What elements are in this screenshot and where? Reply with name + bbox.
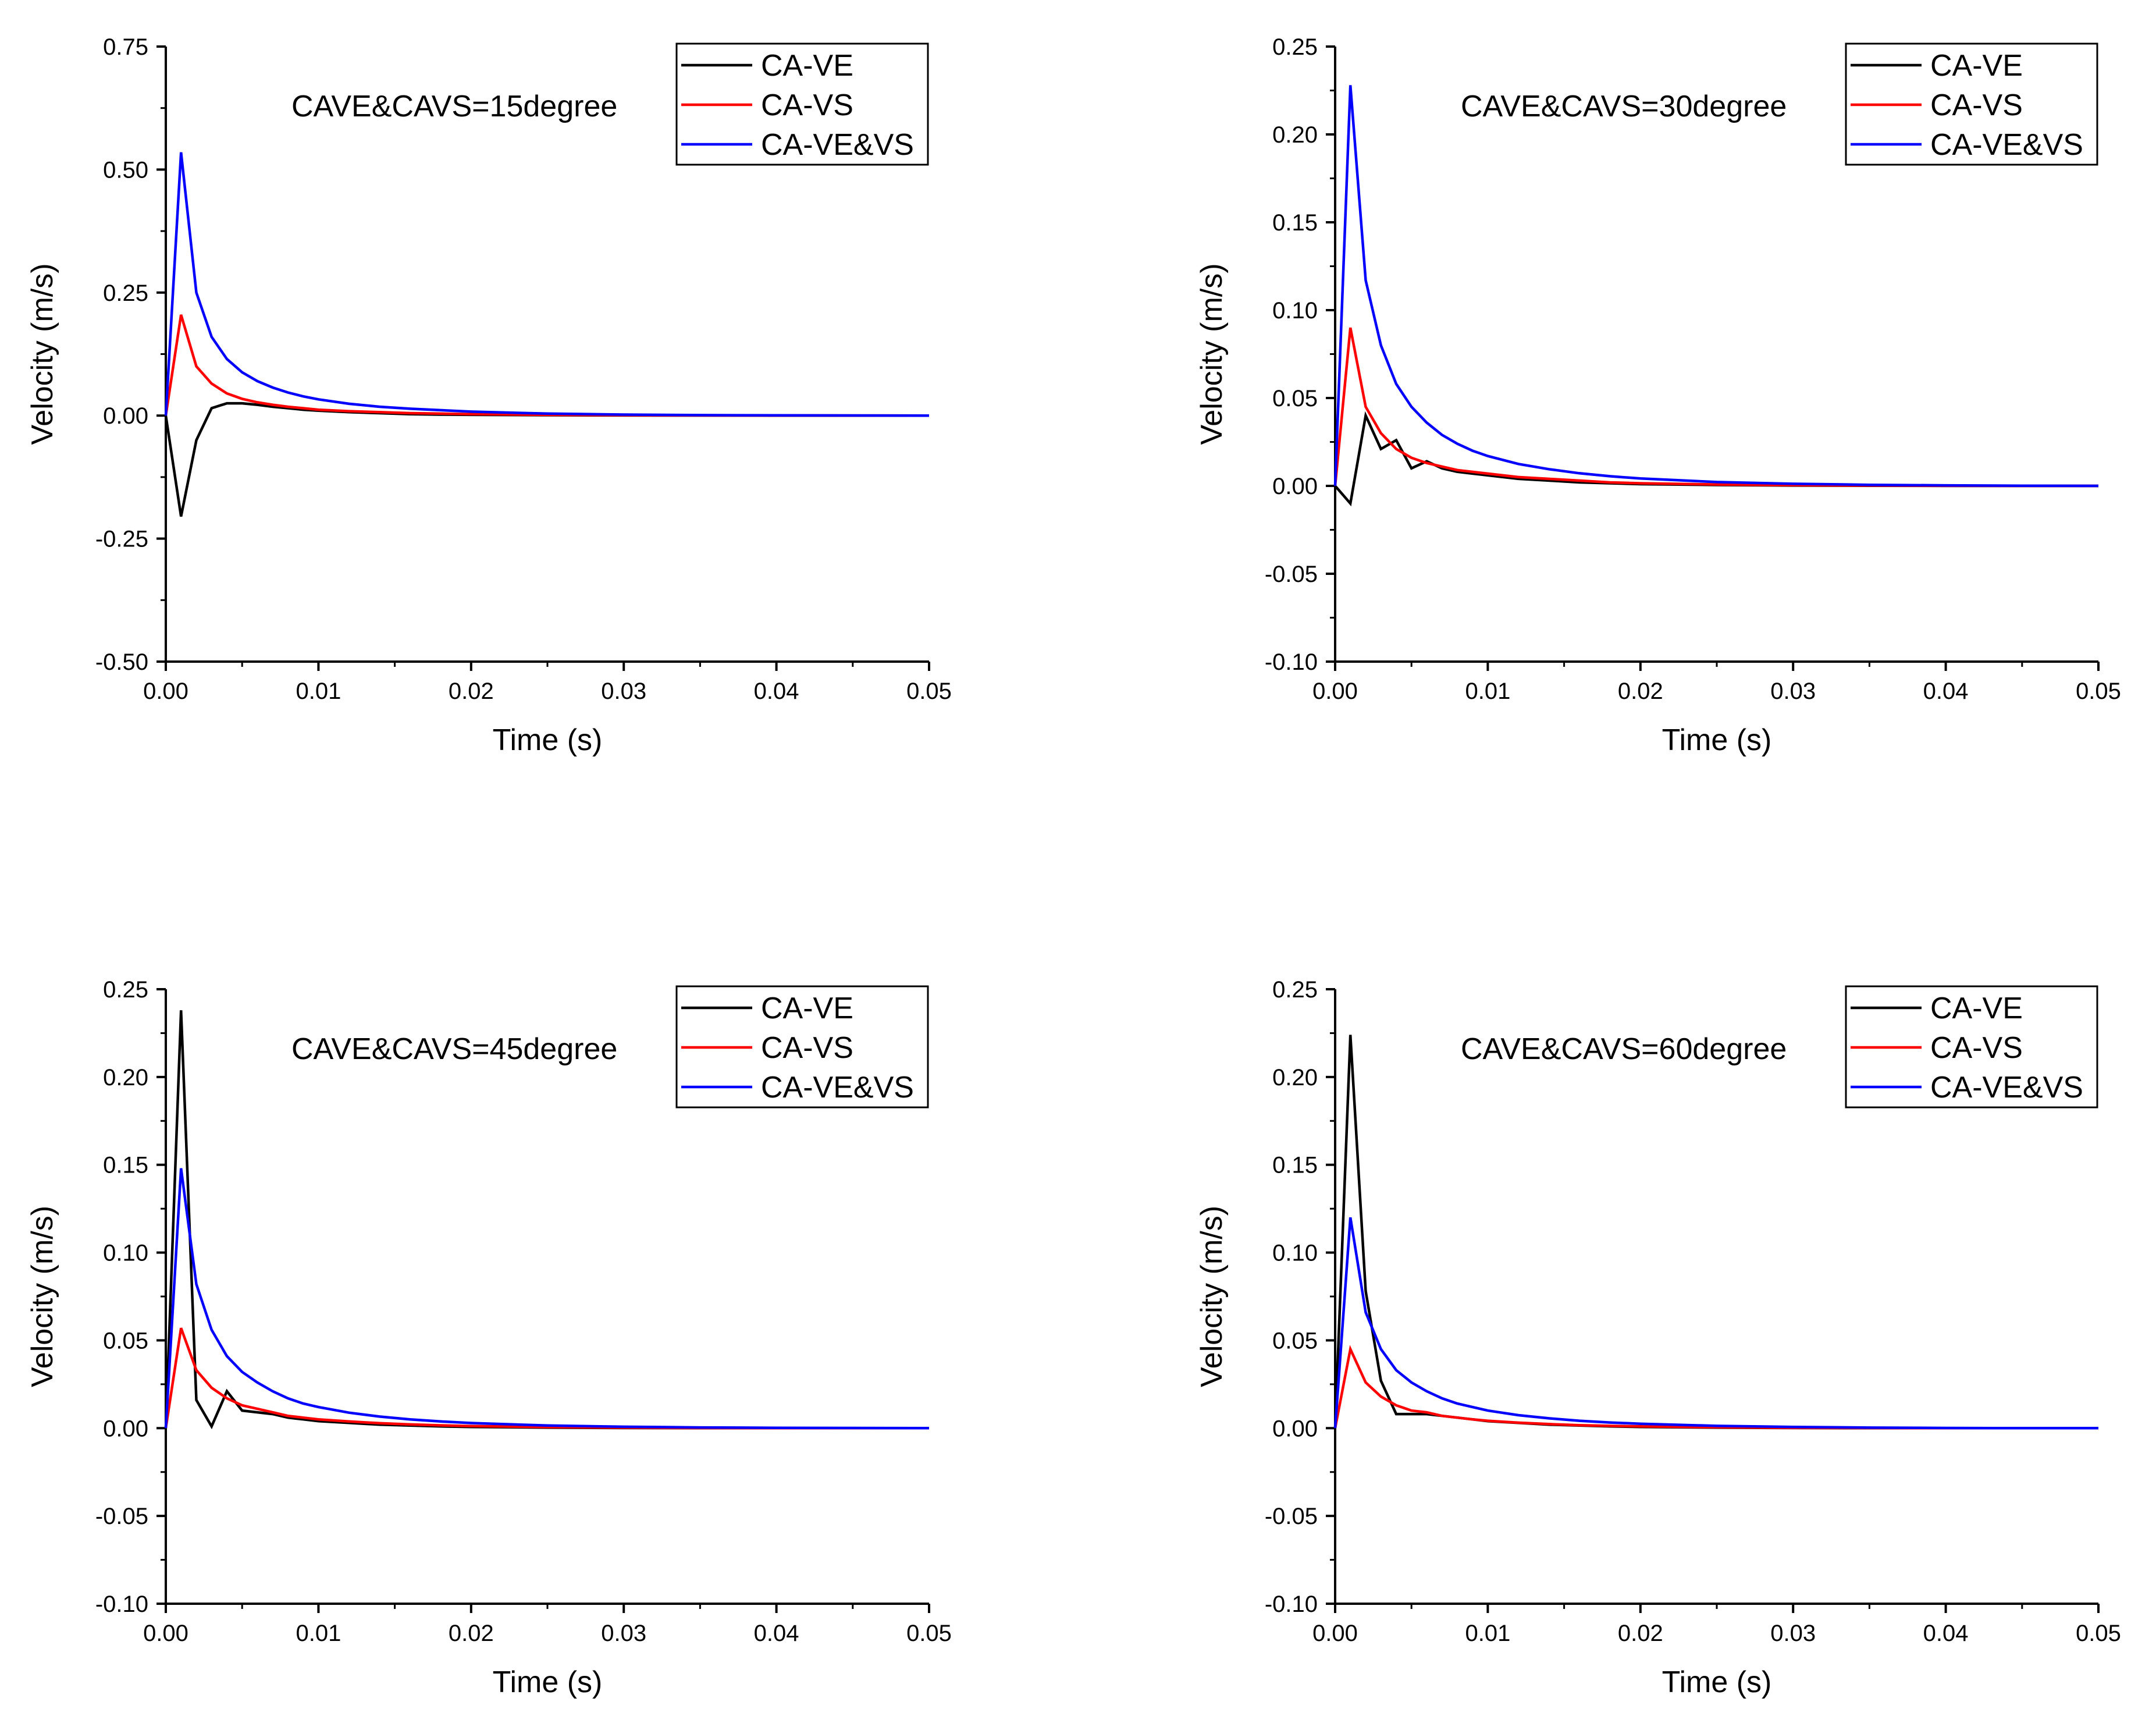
legend-entry: CA-VS bbox=[1930, 1031, 2023, 1065]
legend-entry: CA-VE bbox=[1930, 49, 2023, 83]
x-axis-label: Time (s) bbox=[493, 723, 603, 757]
x-tick-label: 0.03 bbox=[601, 1621, 646, 1646]
x-tick-label: 0.03 bbox=[1770, 1621, 1816, 1646]
series-line-ca-ve-vs bbox=[1333, 85, 2099, 488]
chart-panel-4: 0.00 0.01 0.02 0.03 0.04 0.05 -0.10 -0.05 0.00 0.… bbox=[1195, 977, 2121, 1699]
y-tick-label: 0.25 bbox=[103, 280, 148, 306]
x-tick-label: 0.01 bbox=[296, 1621, 341, 1646]
x-tick-label: 0.00 bbox=[1312, 678, 1358, 704]
legend-entry: CA-VS bbox=[761, 88, 853, 122]
legend: CA-VE CA-VS CA-VE&VS bbox=[675, 985, 929, 1109]
y-tick-label: -0.10 bbox=[95, 1591, 148, 1617]
legend-entry: CA-VS bbox=[1930, 88, 2023, 122]
chart-panels: 0.00 0.01 0.02 0.03 0.04 0.05-0.50-0.250.000.… bbox=[26, 34, 2121, 1699]
y-tick-label: -0.10 bbox=[1265, 1591, 1318, 1617]
x-tick-label: 0.02 bbox=[1618, 1621, 1663, 1646]
x-tick-label: 0.02 bbox=[449, 1621, 494, 1646]
legend-entry: CA-VS bbox=[761, 1031, 853, 1065]
chart-panel-1: 0.00 0.01 0.02 0.03 0.04 0.05 -0.50 -0.25 0.00 0.… bbox=[26, 34, 952, 757]
x-tick-label: 0.04 bbox=[1923, 1621, 1969, 1646]
x-tick-label: 0.01 bbox=[1465, 678, 1510, 704]
y-tick-label: 0.15 bbox=[103, 1153, 148, 1178]
chart-panel-3: 0.00 0.01 0.02 0.03 0.04 0.05 -0.10 -0.05 0.00 0.… bbox=[26, 977, 952, 1699]
y-tick-label: 0.05 bbox=[1272, 1328, 1318, 1353]
y-tick-label: 0.00 bbox=[1272, 1416, 1318, 1441]
legend: CA-VE CA-VS CA-VE&VS bbox=[1845, 42, 2098, 166]
x-tick-label: 0.01 bbox=[1465, 1621, 1510, 1646]
panel-annotation: CAVE&CAVS=45degree bbox=[291, 1032, 617, 1066]
legend-entry: CA-VE&VS bbox=[761, 128, 914, 162]
y-tick-label: 0.10 bbox=[103, 1241, 148, 1266]
y-tick-label: 0.15 bbox=[1272, 210, 1318, 236]
legend-entry: CA-VE&VS bbox=[761, 1071, 914, 1104]
panel-annotation: CAVE&CAVS=60degree bbox=[1461, 1032, 1787, 1066]
x-tick-label: 0.00 bbox=[143, 1621, 188, 1646]
y-tick-label: 0.50 bbox=[103, 157, 148, 183]
y-tick-label: 0.25 bbox=[1272, 34, 1318, 60]
y-tick-label: -0.05 bbox=[1265, 1504, 1318, 1529]
x-axis-label: Time (s) bbox=[1662, 723, 1772, 757]
y-tick-label: 0.15 bbox=[1272, 1153, 1318, 1178]
x-tick-label: 0.00 bbox=[143, 678, 188, 704]
series-line-ca-ve-vs bbox=[164, 1168, 930, 1430]
x-tick-label: 0.03 bbox=[601, 678, 646, 704]
y-tick-label: -0.05 bbox=[1265, 562, 1318, 587]
x-tick-label: 0.02 bbox=[1618, 678, 1663, 704]
panel-annotation: CAVE&CAVS=15degree bbox=[291, 90, 617, 123]
series-line-ca-ve-vs bbox=[1333, 1217, 2098, 1430]
y-tick-label: -0.10 bbox=[1265, 649, 1318, 675]
y-tick-label: 0.00 bbox=[1272, 474, 1318, 499]
x-tick-label: 0.01 bbox=[296, 678, 341, 704]
y-axis-label: Velocity (m/s) bbox=[1195, 263, 1229, 445]
x-tick-label: 0.04 bbox=[1923, 678, 1969, 704]
x-tick-label: 0.05 bbox=[906, 1621, 952, 1646]
y-tick-label: -0.05 bbox=[95, 1504, 148, 1529]
x-axis-label: Time (s) bbox=[1662, 1665, 1772, 1699]
x-tick-label: 0.04 bbox=[754, 678, 799, 704]
x-tick-label: 0.05 bbox=[2076, 1621, 2121, 1646]
y-tick-label: 0.05 bbox=[1272, 386, 1318, 411]
y-tick-label: 0.25 bbox=[103, 977, 148, 1003]
x-axis-label: Time (s) bbox=[493, 1665, 603, 1699]
legend-entry: CA-VE bbox=[1930, 992, 2023, 1025]
x-tick-label: 0.04 bbox=[754, 1621, 799, 1646]
series-line-ca-ve-vs bbox=[164, 152, 930, 417]
y-tick-label: 0.20 bbox=[103, 1065, 148, 1090]
y-tick-label: -0.25 bbox=[95, 527, 148, 552]
x-tick-label: 0.00 bbox=[1312, 1621, 1358, 1646]
y-tick-label: 0.25 bbox=[1272, 977, 1318, 1003]
legend-entry: CA-VE bbox=[761, 992, 853, 1025]
x-tick-label: 0.03 bbox=[1770, 678, 1816, 704]
y-tick-label: 0.20 bbox=[1272, 122, 1318, 148]
y-tick-label: 0.00 bbox=[103, 403, 148, 429]
y-tick-label: 0.10 bbox=[1272, 298, 1318, 324]
y-axis-label: Velocity (m/s) bbox=[1195, 1206, 1229, 1387]
panel-annotation: CAVE&CAVS=30degree bbox=[1461, 90, 1787, 123]
y-tick-label: 0.10 bbox=[1272, 1241, 1318, 1266]
y-tick-label: 0.05 bbox=[103, 1328, 148, 1353]
y-tick-label: 0.75 bbox=[103, 34, 148, 60]
x-tick-label: 0.02 bbox=[449, 678, 494, 704]
x-tick-label: 0.05 bbox=[906, 678, 952, 704]
legend-entry: CA-VE&VS bbox=[1930, 128, 2083, 162]
legend-entry: CA-VE bbox=[761, 49, 853, 83]
legend: CA-VE CA-VS CA-VE&VS bbox=[1845, 985, 2098, 1109]
legend-entry: CA-VE&VS bbox=[1930, 1071, 2083, 1104]
x-tick-label: 0.05 bbox=[2076, 678, 2121, 704]
y-tick-label: 0.20 bbox=[1272, 1065, 1318, 1090]
y-axis-label: Velocity (m/s) bbox=[26, 1206, 59, 1387]
legend: CA-VE CA-VS CA-VE&VS bbox=[675, 42, 929, 166]
y-axis-label: Velocity (m/s) bbox=[26, 263, 59, 445]
chart-panel-2: 0.00 0.01 0.02 0.03 0.04 0.05 -0.10 -0.05 0.00 0.… bbox=[1195, 34, 2121, 757]
y-tick-label: -0.50 bbox=[95, 649, 148, 675]
y-tick-label: 0.00 bbox=[103, 1416, 148, 1441]
